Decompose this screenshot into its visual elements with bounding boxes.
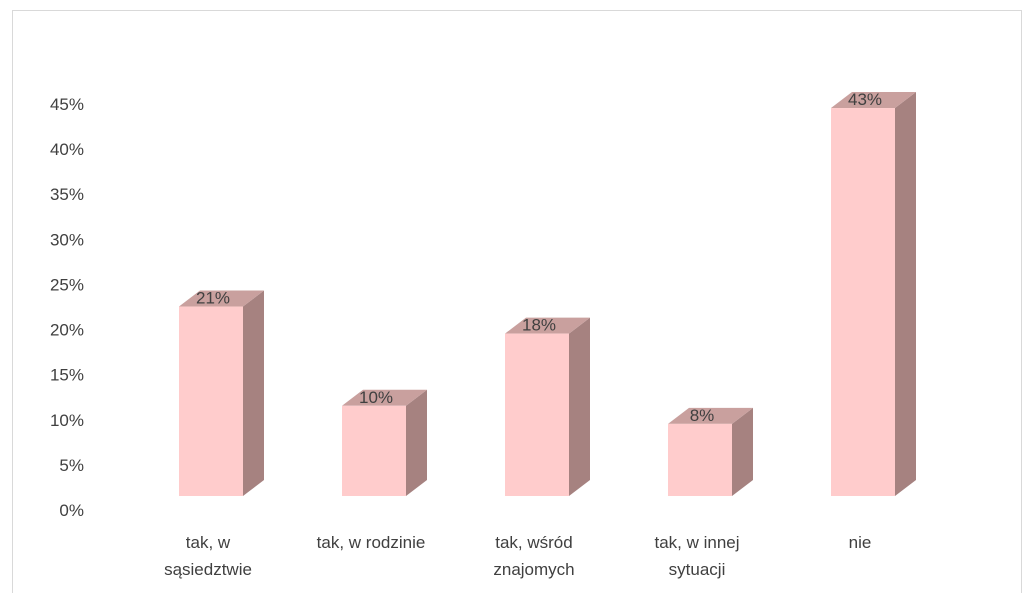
bar-top-4 [831, 92, 916, 109]
y-tick-label: 15% [50, 366, 84, 385]
category-label: tak, w innej [654, 533, 739, 552]
bar-2 [505, 333, 569, 496]
bar-top-1 [342, 389, 427, 406]
data-label-3: 8% [690, 406, 715, 425]
chart-frame [12, 10, 1022, 593]
y-tick-label: 45% [50, 95, 84, 114]
bar-side-0 [243, 290, 264, 496]
data-label-4: 43% [848, 90, 882, 109]
category-label: sytuacji [669, 560, 726, 579]
bar-3 [668, 423, 732, 496]
category-label: nie [849, 533, 872, 552]
category-label: tak, w rodzinie [317, 533, 426, 552]
y-tick-label: 5% [59, 456, 84, 475]
bar-4 [831, 108, 895, 497]
bar-top-0 [179, 290, 264, 307]
y-tick-label: 10% [50, 411, 84, 430]
bar-1 [342, 405, 406, 496]
bar-side-2 [569, 317, 590, 496]
y-tick-label: 25% [50, 275, 84, 294]
y-tick-label: 30% [50, 230, 84, 249]
y-tick-label: 20% [50, 321, 84, 340]
bar-side-3 [732, 407, 753, 496]
bar-top-2 [505, 317, 590, 334]
data-label-0: 21% [196, 289, 230, 308]
bar-0 [179, 306, 243, 496]
y-tick-label: 40% [50, 140, 84, 159]
category-label: znajomych [493, 560, 574, 579]
data-label-1: 10% [359, 388, 393, 407]
bar-side-1 [406, 389, 427, 496]
bar-side-4 [895, 92, 916, 497]
y-tick-label: 0% [59, 501, 84, 520]
category-label: sąsiedztwie [164, 560, 252, 579]
category-label: tak, w [186, 533, 231, 552]
data-label-2: 18% [522, 316, 556, 335]
y-tick-label: 35% [50, 185, 84, 204]
bar-top-3 [668, 407, 753, 424]
category-label: tak, wśród [495, 533, 572, 552]
